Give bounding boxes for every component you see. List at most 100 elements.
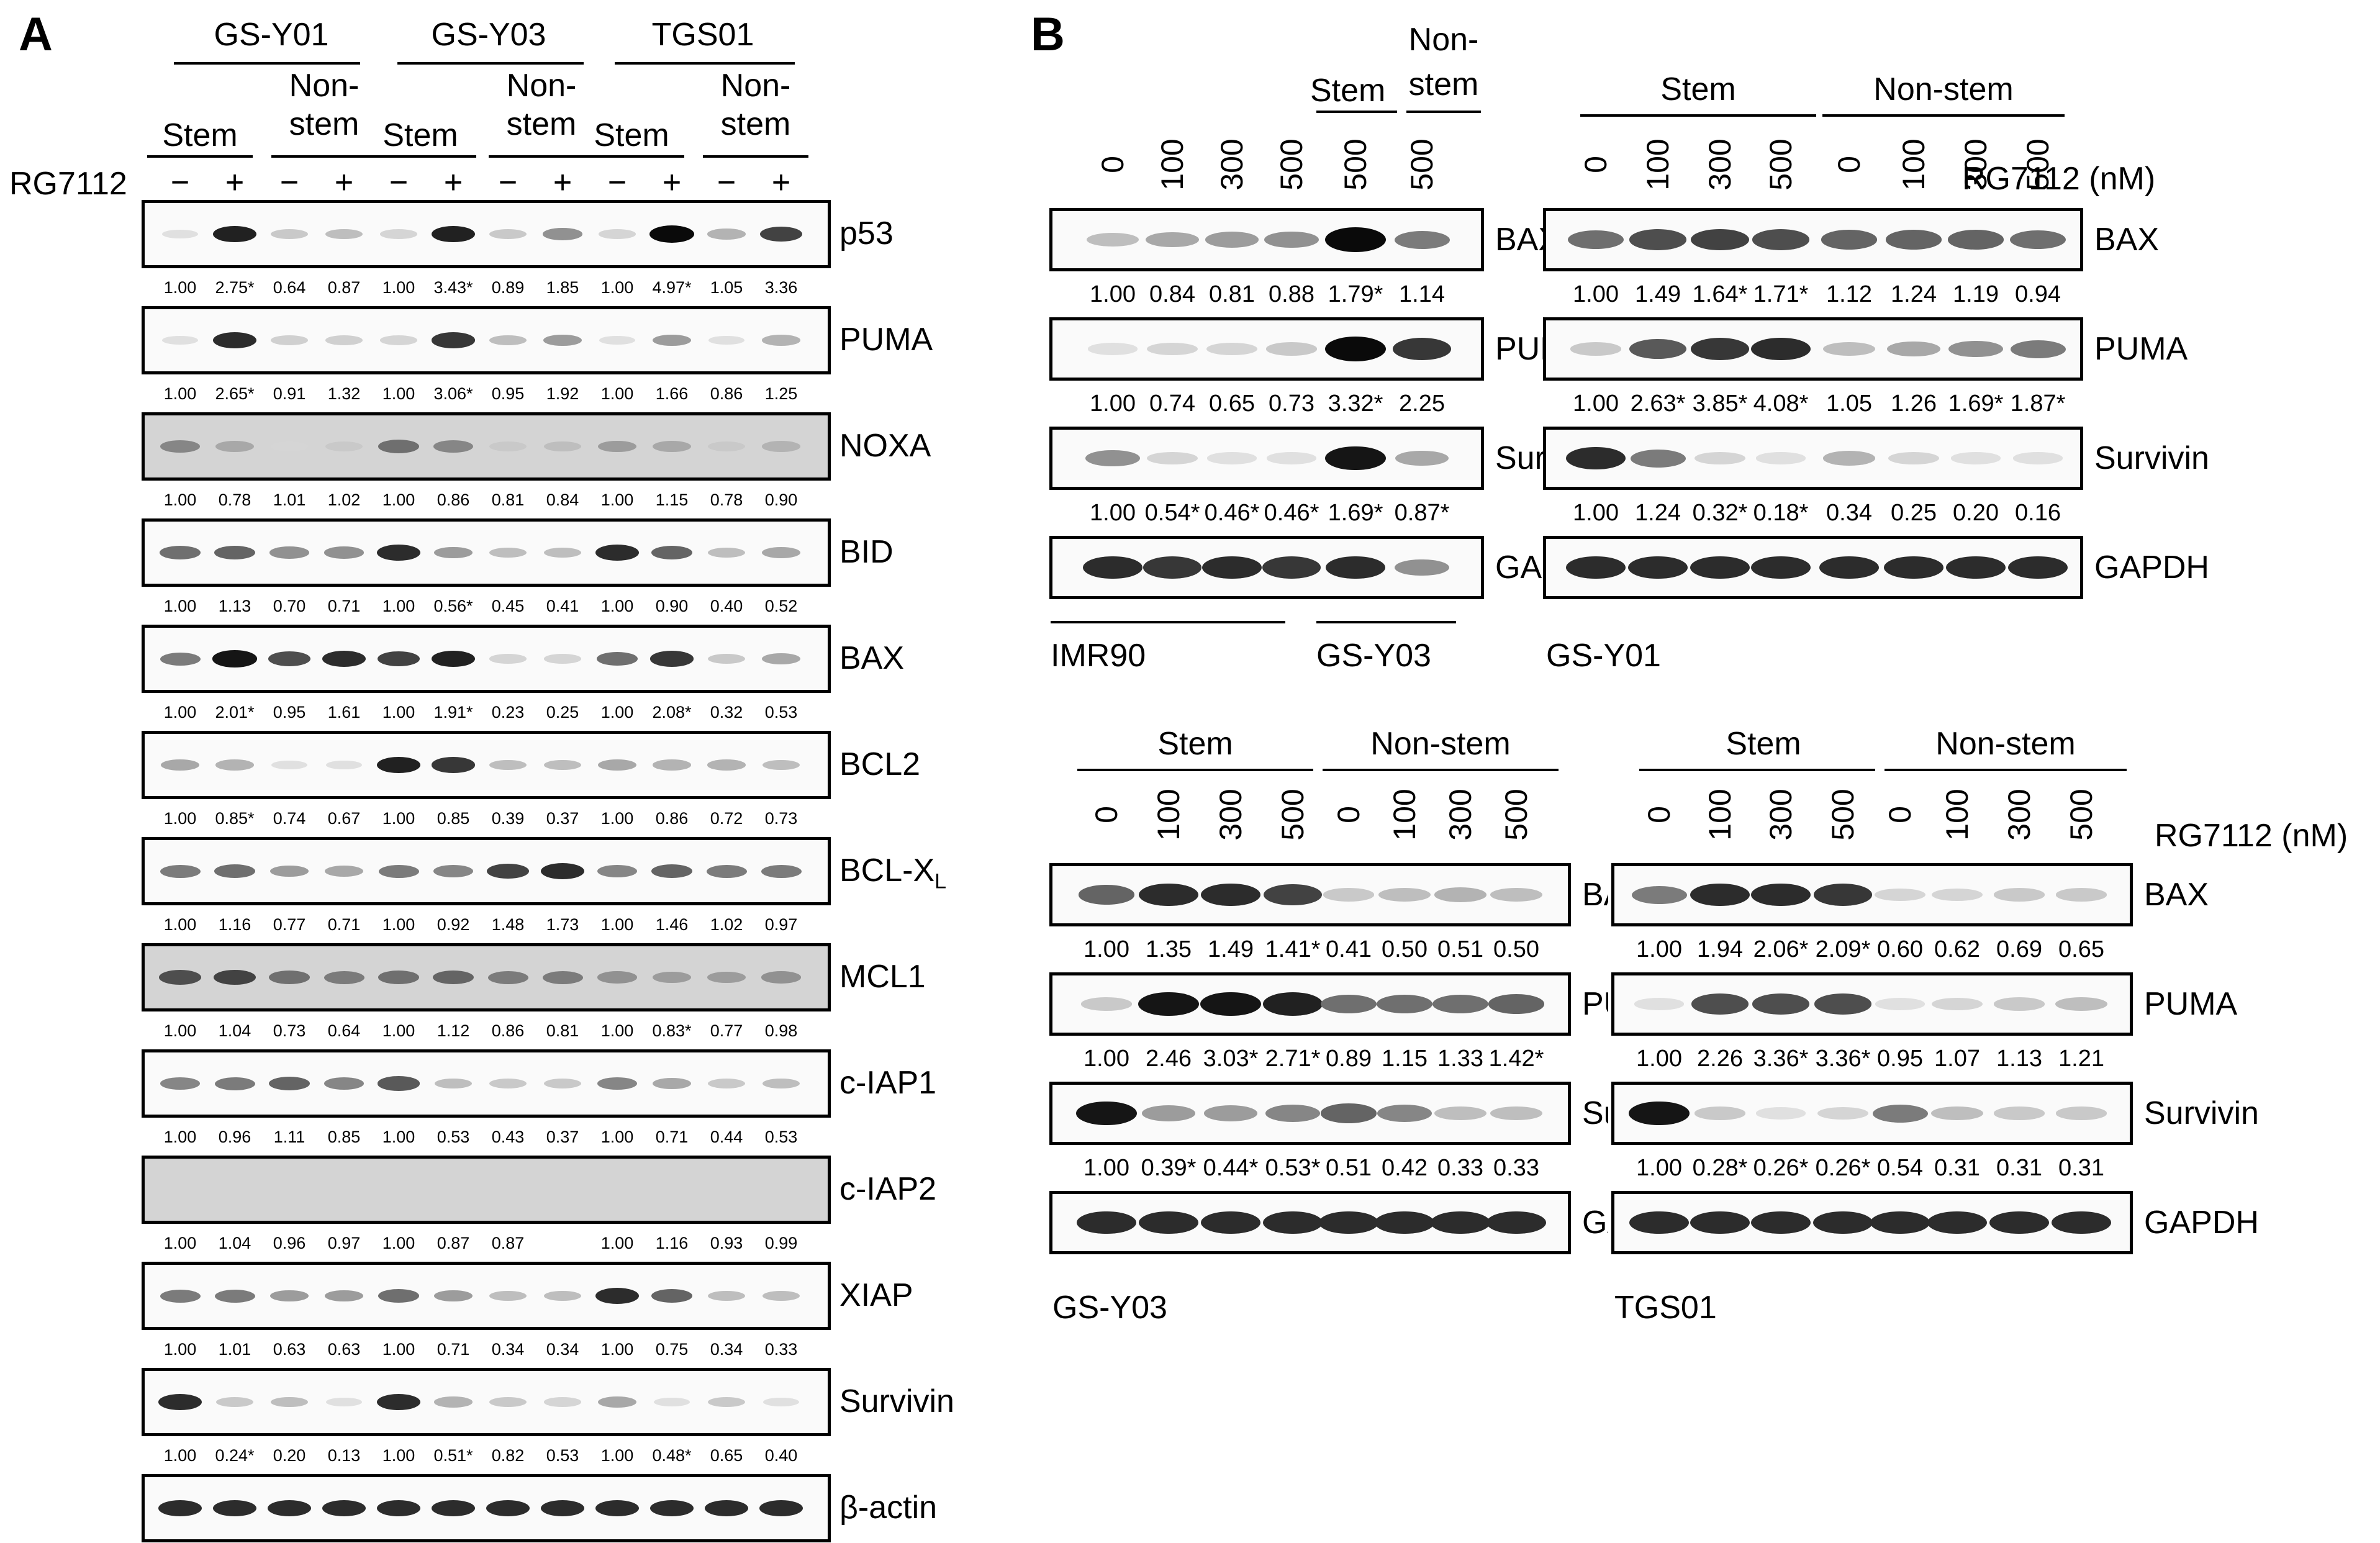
band [1083, 556, 1142, 579]
quant-value: 1.00 [1090, 391, 1136, 417]
band [1206, 452, 1257, 464]
quant-value: 0.63 [273, 1340, 306, 1359]
band [271, 760, 308, 770]
quant-value: 1.13 [1996, 1046, 2042, 1072]
quant-value: 0.85 [437, 809, 470, 828]
quant-value: 1.01 [273, 491, 306, 509]
dose-label: 500 [1338, 138, 1373, 191]
bl-stem-header: Stem [1157, 726, 1233, 762]
quant-value: 1.00 [382, 491, 415, 509]
stem-bar-tl [1316, 111, 1397, 113]
band [1690, 1211, 1750, 1234]
quant-value: 1.00 [382, 597, 415, 615]
band [160, 546, 201, 559]
quant-value: 0.32 [710, 703, 743, 722]
quant-value: 1.00 [382, 278, 415, 297]
quant-value: 1.66 [655, 384, 689, 403]
blot-c-iap2 [142, 1156, 831, 1224]
band [1629, 1101, 1690, 1126]
quant-value: 1.00 [1636, 936, 1682, 962]
quant-value: 2.09* [1815, 936, 1871, 962]
band [1320, 1103, 1377, 1123]
treatment-mark: − [717, 165, 736, 201]
band [378, 1076, 420, 1091]
band [543, 1290, 582, 1301]
band [215, 1396, 254, 1408]
band [652, 440, 692, 453]
protein-label-bcl-xl: BCL-XL [839, 854, 946, 892]
cell-line-bar-gs-y01 [174, 62, 360, 65]
band [597, 759, 637, 771]
dose-label: 500 [1405, 138, 1439, 191]
quant-value: 1.32 [327, 384, 361, 403]
band [1628, 556, 1688, 579]
band [489, 1078, 527, 1089]
quant-value: 0.78 [710, 491, 743, 509]
imr90-bar [1051, 621, 1285, 623]
band [707, 759, 746, 771]
band [706, 864, 747, 878]
band [1993, 888, 2045, 902]
quant-value: 0.64 [273, 278, 306, 297]
quant-value: 0.41 [546, 597, 579, 615]
quant-value: 1.00 [1084, 936, 1129, 962]
quant-value: 0.16 [2015, 500, 2061, 526]
band [268, 1500, 311, 1516]
quant-value: 1.00 [163, 915, 197, 934]
quant-value: 0.74 [273, 809, 306, 828]
protein-label-bax: BAX [839, 640, 905, 676]
band [707, 971, 746, 984]
band [1931, 1106, 1983, 1121]
quant-value: 0.33 [764, 1340, 798, 1359]
band [1147, 451, 1198, 465]
dose-label: 500 [1274, 138, 1309, 191]
band [1490, 1106, 1542, 1121]
dose-label: 500 [1826, 789, 1860, 841]
dose-label: 500 [2020, 138, 2055, 191]
quant-value: 2.01* [215, 703, 255, 722]
band [160, 1289, 201, 1303]
quant-value: 1.00 [600, 1021, 634, 1040]
band [214, 545, 256, 560]
quant-value: 0.53* [1265, 1155, 1321, 1181]
quant-value: 1.15 [655, 491, 689, 509]
band [543, 759, 582, 771]
band [544, 654, 581, 664]
br-stem-bar [1639, 769, 1875, 771]
band [1378, 887, 1431, 902]
quant-value: 1.00 [163, 597, 197, 615]
band [761, 971, 801, 984]
band [759, 1500, 803, 1516]
quant-value: 0.84 [546, 491, 579, 509]
band [1434, 887, 1487, 902]
quant-value: 1.91* [433, 703, 473, 722]
panel-label-b: B [1031, 8, 1065, 61]
nonstem-bar-tl [1406, 111, 1481, 113]
condition-bar [364, 155, 476, 158]
quant-value: 1.00 [382, 915, 415, 934]
band [1819, 556, 1879, 579]
dose-label: 300 [1215, 138, 1249, 191]
band [1755, 452, 1806, 464]
quant-value: 0.72 [710, 809, 743, 828]
band [1927, 1211, 1987, 1234]
quant-value: 0.82 [491, 1446, 525, 1465]
band [322, 1500, 366, 1516]
quant-value: 1.11 [273, 1128, 305, 1146]
quant-value: 1.26 [1891, 391, 1937, 417]
cell-line-bar-tgs01 [615, 62, 795, 65]
band [1690, 883, 1750, 907]
quant-value: 0.89 [1326, 1046, 1372, 1072]
quant-value: 0.31 [1996, 1155, 2042, 1181]
quant-value: 1.33 [1437, 1046, 1483, 1072]
panel-label-a: A [19, 8, 53, 61]
band [1147, 342, 1198, 356]
quant-value: 1.00 [600, 703, 634, 722]
band [489, 335, 527, 346]
band [325, 760, 363, 770]
quant-value: 1.00 [1090, 281, 1136, 307]
band [158, 1500, 202, 1516]
band [1887, 341, 1940, 357]
quant-value: 0.51* [433, 1446, 473, 1465]
band [761, 653, 801, 665]
